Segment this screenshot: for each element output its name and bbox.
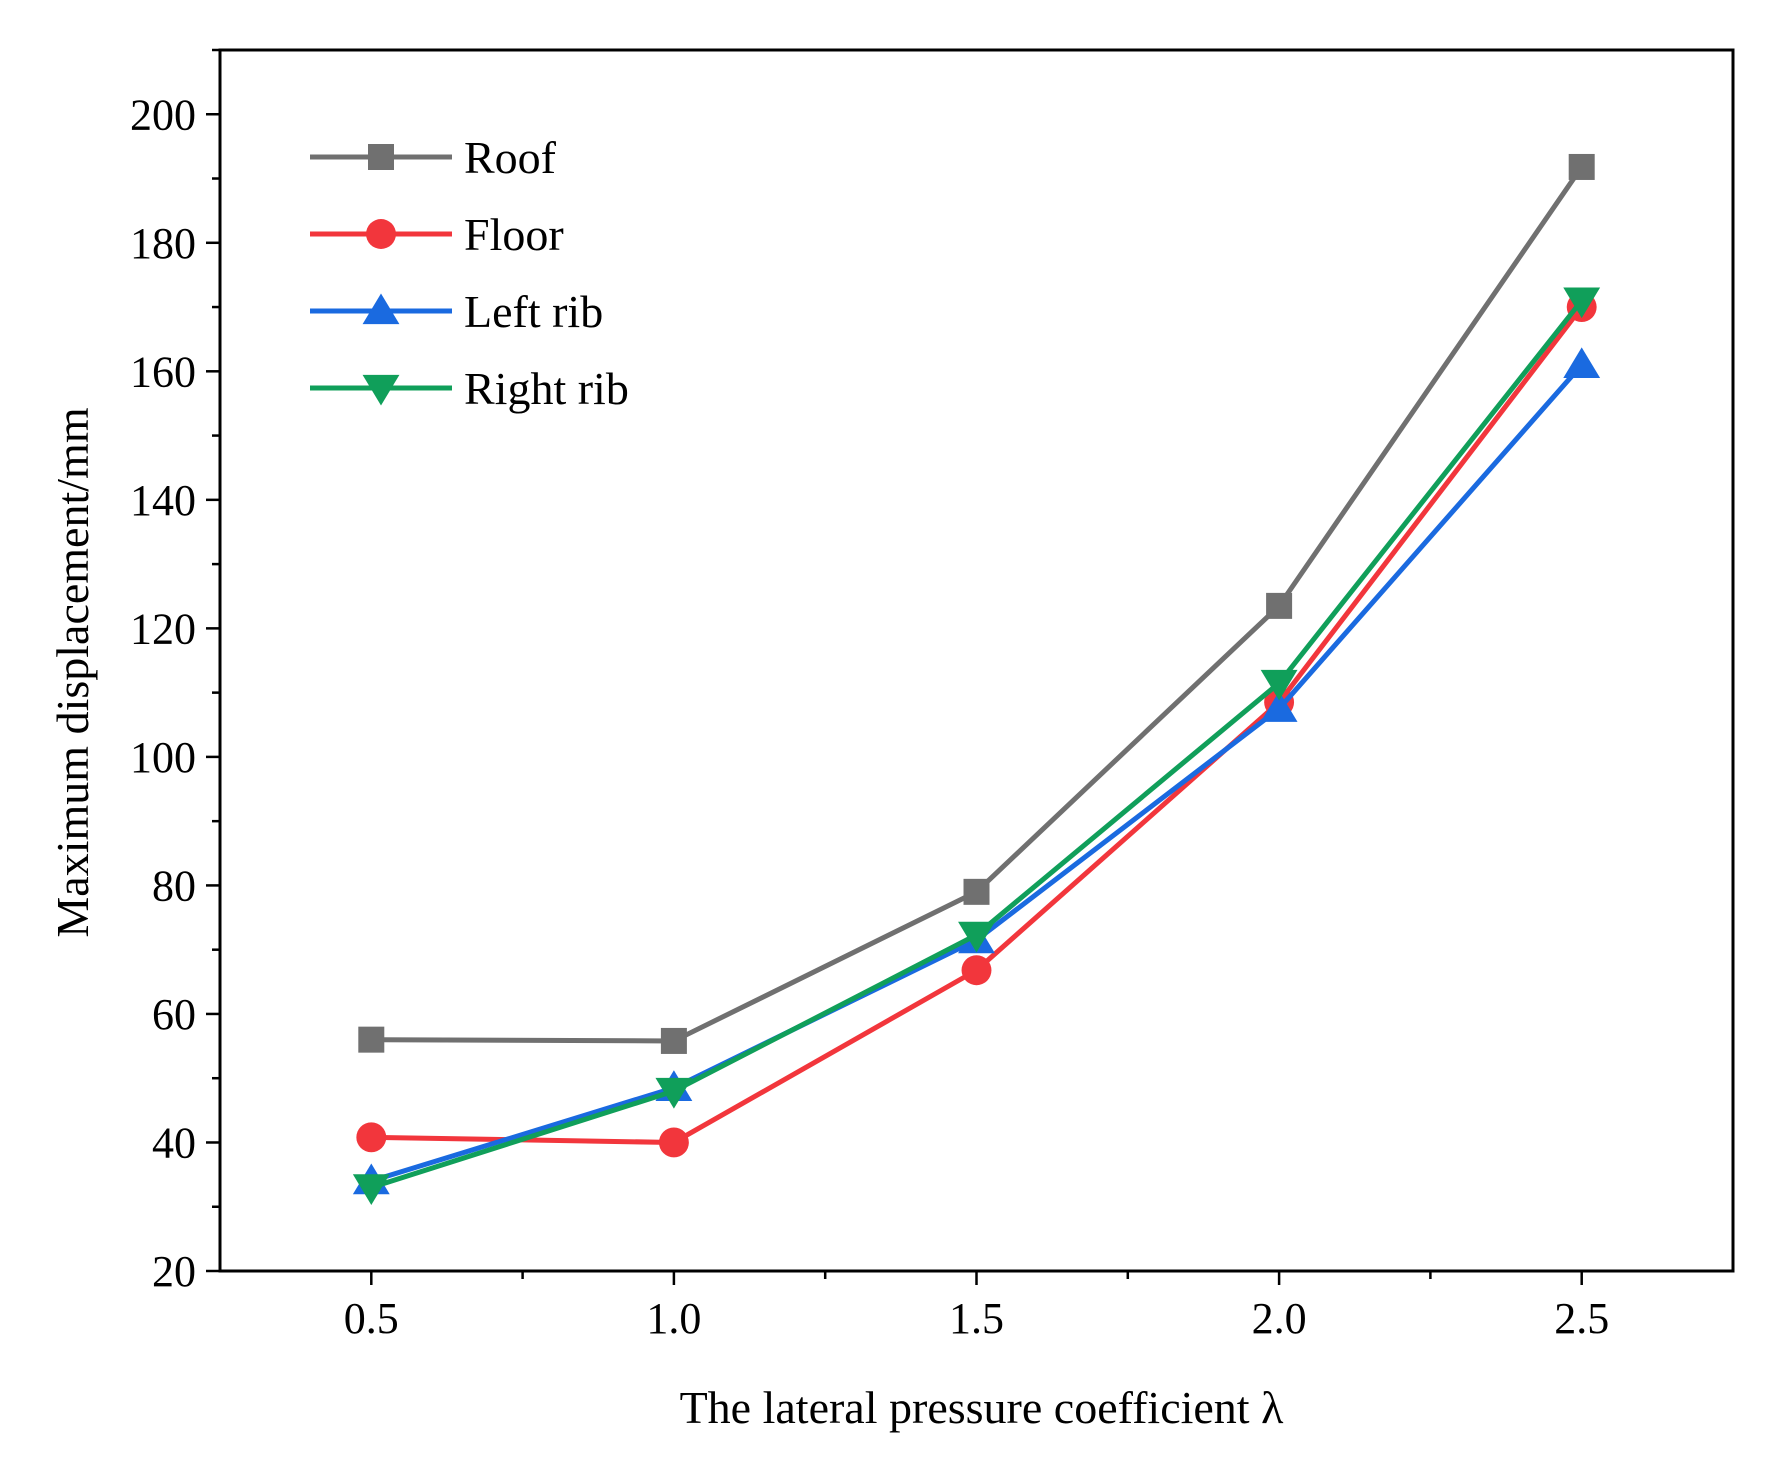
series-floor (356, 292, 1597, 1158)
data-point-roof (1266, 592, 1293, 619)
legend-label-right-rib: Right rib (464, 363, 629, 414)
data-point-left-rib (1563, 347, 1601, 379)
data-point-right-rib (1260, 669, 1298, 701)
series-group (352, 153, 1601, 1206)
legend-marker-roof (368, 144, 394, 170)
series-left-rib (352, 347, 1601, 1195)
data-point-right-rib (1563, 287, 1601, 319)
data-point-roof (1568, 153, 1595, 180)
legend-label-roof: Roof (464, 132, 557, 183)
data-point-floor (658, 1127, 689, 1158)
data-point-right-rib (655, 1077, 693, 1109)
y-axis-title: Maximum displacement/mm (47, 407, 98, 937)
legend-label-floor: Floor (464, 209, 564, 260)
data-point-right-rib (352, 1174, 390, 1206)
y-tick-label: 200 (130, 90, 196, 139)
legend-marker-left-rib (362, 293, 400, 325)
data-point-floor (356, 1122, 387, 1153)
x-tick-label: 2.0 (1252, 1294, 1307, 1343)
data-point-roof (963, 878, 990, 905)
data-point-roof (358, 1026, 385, 1053)
legend: Roof Floor Left rib Right rib (310, 132, 629, 414)
y-tick-label: 140 (130, 476, 196, 525)
y-tick-label: 120 (130, 604, 196, 653)
y-tick-label: 160 (130, 347, 196, 396)
series-line-left-rib (370, 363, 1584, 1184)
y-tick-label: 100 (130, 733, 196, 782)
legend-marker-floor (366, 219, 396, 249)
x-tick-label: 0.5 (344, 1294, 399, 1343)
y-tick-label: 180 (130, 219, 196, 268)
series-right-rib (352, 287, 1601, 1206)
x-tick-label: 1.0 (646, 1294, 701, 1343)
data-point-floor (961, 955, 992, 986)
x-tick-label: 2.5 (1554, 1294, 1609, 1343)
legend-marker-right-rib (362, 374, 400, 406)
legend-item-right-rib: Right rib (310, 363, 629, 414)
data-point-left-rib (1260, 691, 1298, 722)
legend-item-floor: Floor (310, 209, 564, 260)
legend-item-left-rib: Left rib (310, 286, 603, 337)
x-tick-label: 1.5 (949, 1294, 1004, 1343)
y-tick-label: 40 (152, 1118, 196, 1167)
legend-label-left-rib: Left rib (464, 286, 603, 337)
x-axis-title: The lateral pressure coefficient λ (680, 1382, 1285, 1433)
axes: 20 40 60 80 100 120 140 160 180 200 0.5 1.0 1.5 2.0 2.… (130, 48, 1735, 1343)
legend-item-roof: Roof (310, 132, 557, 183)
y-tick-label: 80 (152, 861, 196, 910)
series-roof (358, 153, 1595, 1054)
data-point-roof (660, 1027, 687, 1054)
y-tick-label: 20 (152, 1247, 196, 1296)
data-point-right-rib (958, 921, 995, 953)
y-tick-label: 60 (152, 990, 196, 1039)
